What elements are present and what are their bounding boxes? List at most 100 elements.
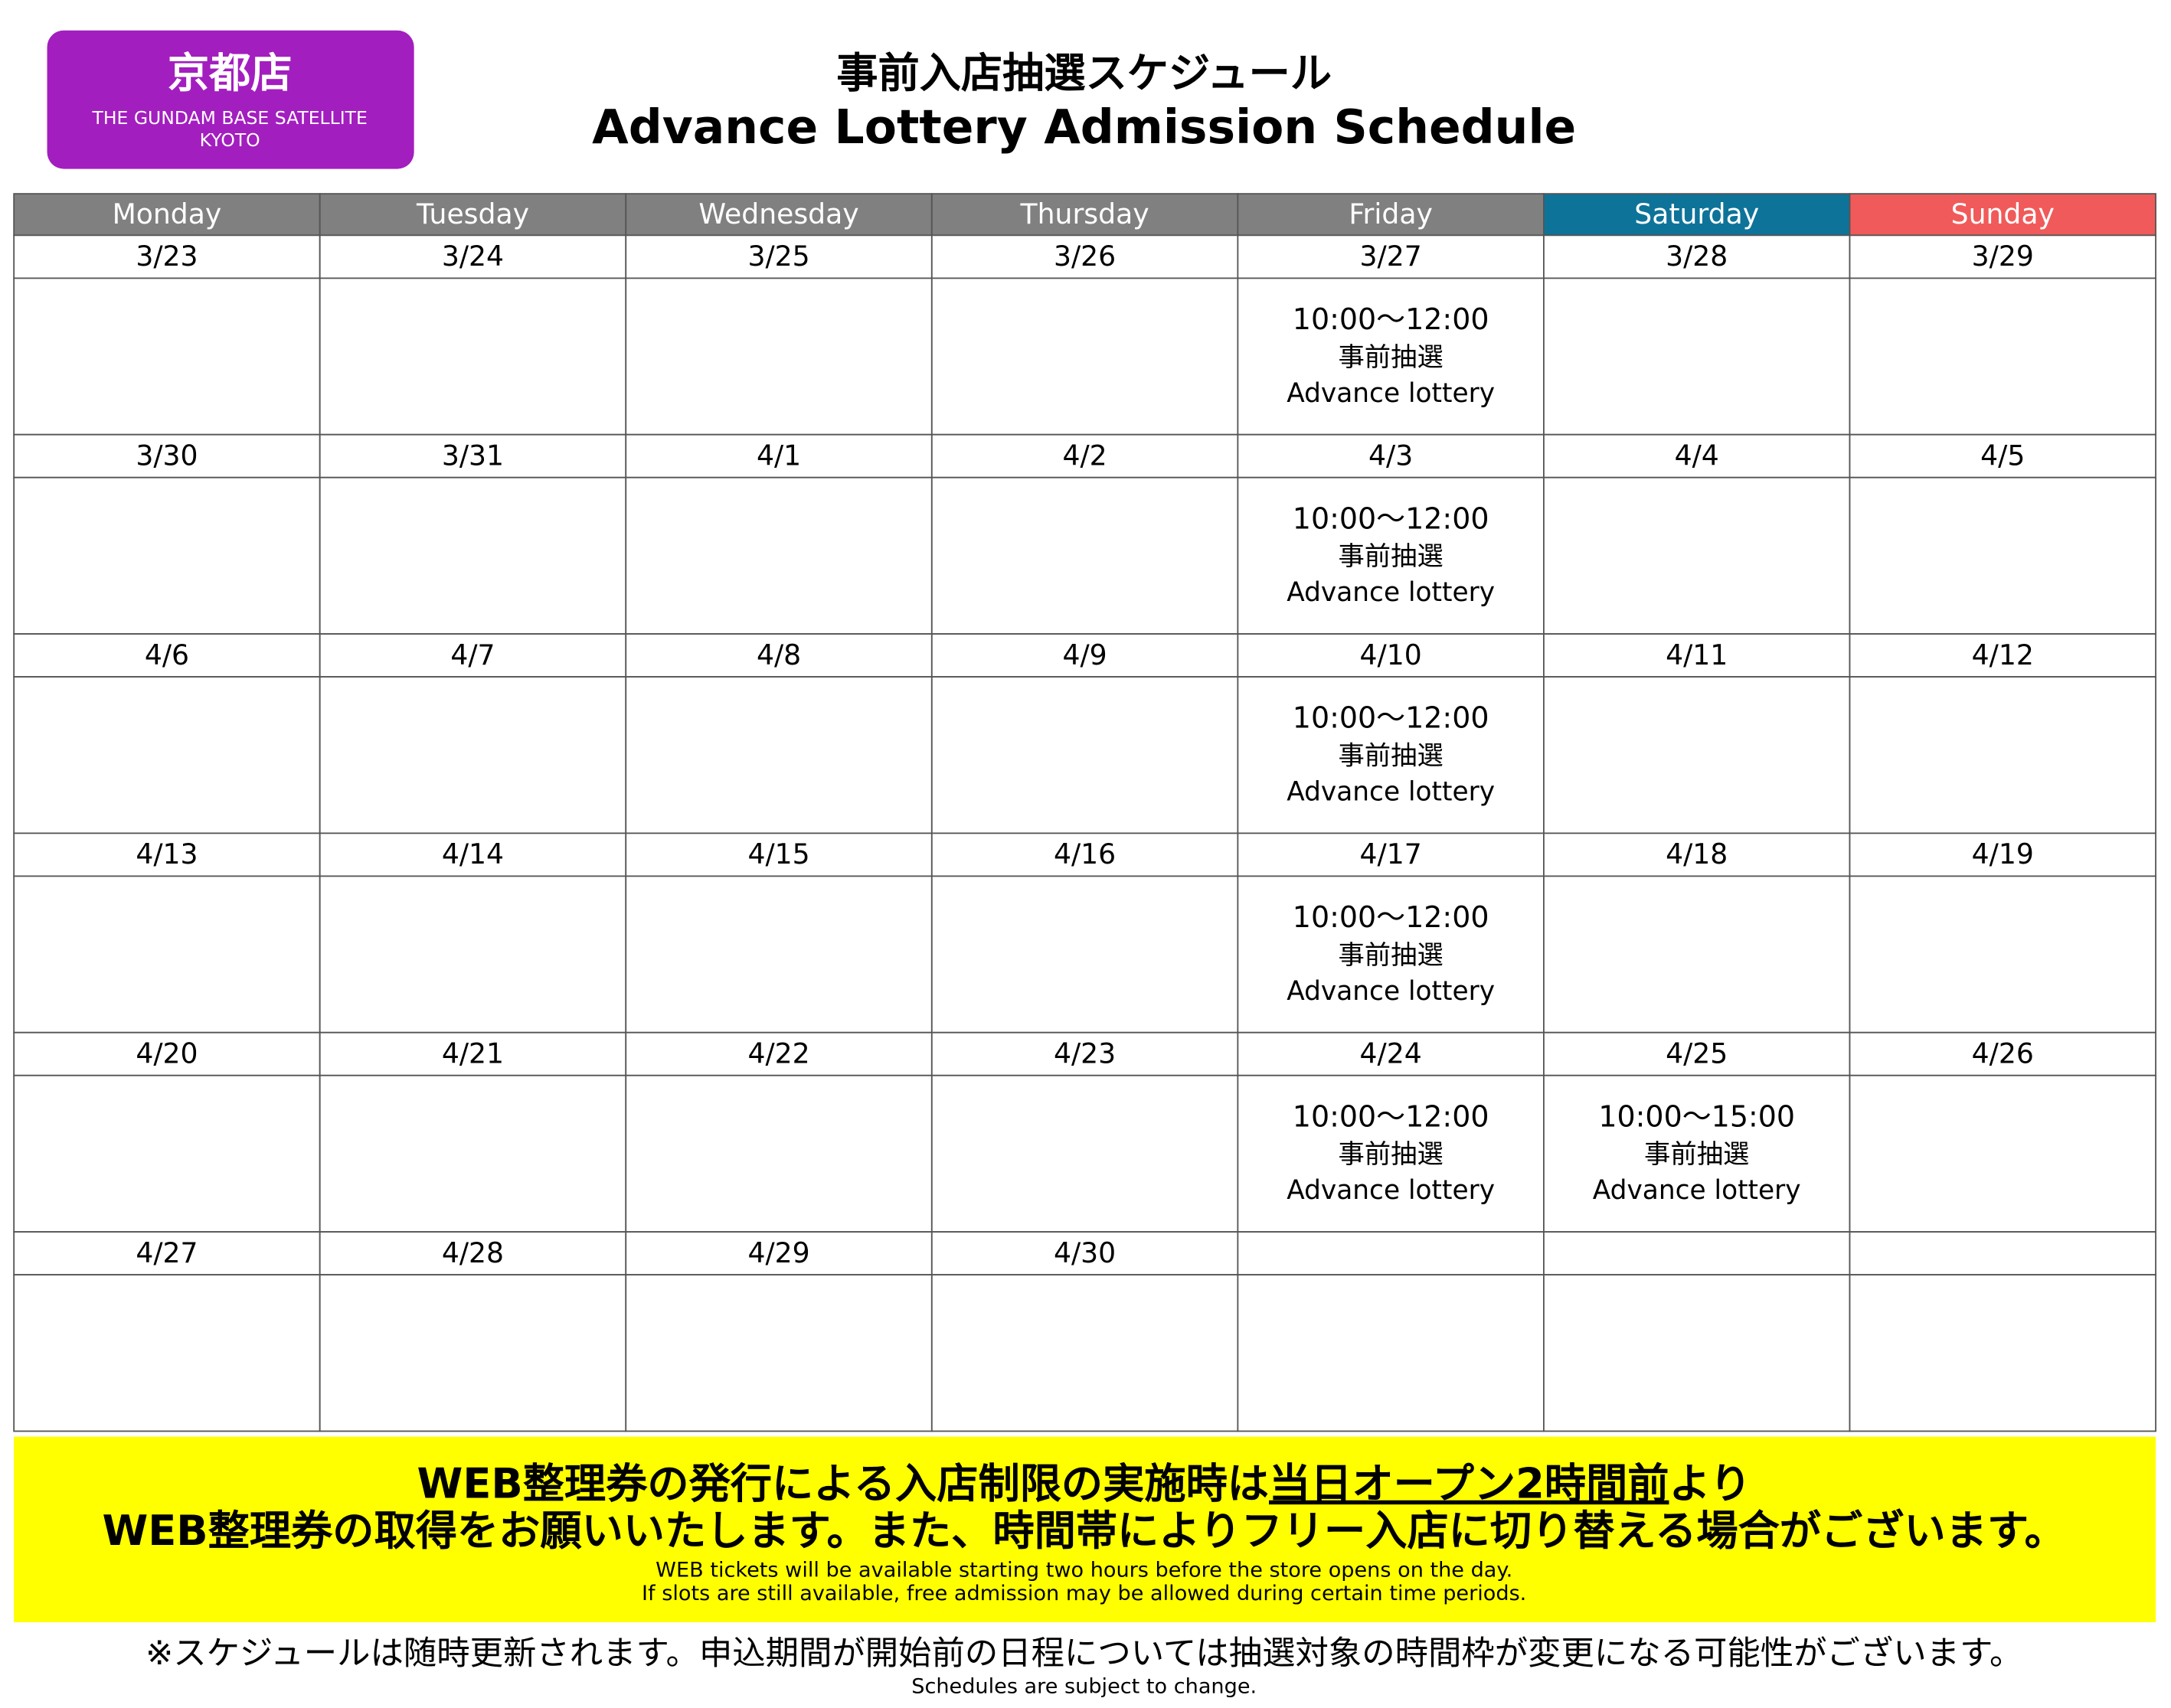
event-cell xyxy=(1543,1274,1851,1432)
badge-subtitle: THE GUNDAM BASE SATELLITE xyxy=(91,107,367,129)
date: 4/26 xyxy=(1972,1037,2034,1070)
event-cell xyxy=(930,1074,1239,1233)
event-cell xyxy=(625,277,933,436)
date: 3/24 xyxy=(442,240,504,273)
event-cell xyxy=(13,1274,321,1432)
event-cell xyxy=(1849,476,2156,635)
date: 4/14 xyxy=(442,838,504,870)
date: 3/25 xyxy=(747,240,809,273)
date: 4/15 xyxy=(747,838,809,870)
badge-subtitle: KYOTO xyxy=(200,129,260,151)
event-label-en: Advance lottery xyxy=(1287,776,1495,807)
date-cell xyxy=(1849,1031,2156,1076)
date: 4/10 xyxy=(1360,638,1422,671)
event-cell xyxy=(930,875,1239,1034)
event-cell xyxy=(319,277,627,436)
date-cell xyxy=(625,832,933,877)
date-cell xyxy=(13,832,321,877)
event-cell xyxy=(930,277,1239,436)
date-cell xyxy=(13,234,321,279)
calendar: Monday Tuesday Wednesday Thursday Friday Satu… xyxy=(13,193,2156,1432)
date: 4/6 xyxy=(145,638,189,671)
date: 4/1 xyxy=(757,439,801,472)
date-cell xyxy=(625,433,933,478)
event-cell xyxy=(1849,875,2156,1034)
date: 4/21 xyxy=(442,1037,504,1070)
date: 4/19 xyxy=(1972,838,2034,870)
date: 4/25 xyxy=(1666,1037,1728,1070)
day-name: Wednesday xyxy=(698,198,858,230)
date-cell xyxy=(13,433,321,478)
event-cell xyxy=(1237,1274,1545,1432)
date: 4/18 xyxy=(1666,838,1728,870)
event-label-en: Advance lottery xyxy=(1287,976,1495,1007)
event-cell xyxy=(13,875,321,1034)
event-time: 10:00～12:00 xyxy=(1293,302,1489,336)
notice-en: WEB tickets will be available starting t… xyxy=(656,1559,1512,1582)
date-cell xyxy=(1543,1231,1851,1276)
date-cell xyxy=(930,832,1239,877)
date-cell xyxy=(1849,1231,2156,1276)
event-label-ja: 事前抽選 xyxy=(1338,541,1443,572)
date-cell xyxy=(930,433,1239,478)
event-cell xyxy=(1237,676,1545,834)
event-cell xyxy=(319,875,627,1034)
event-time: 10:00～12:00 xyxy=(1293,701,1489,735)
date: 4/8 xyxy=(757,638,801,671)
badge-title: 京都店 xyxy=(168,49,293,97)
date: 4/20 xyxy=(136,1037,198,1070)
date-cell xyxy=(1237,433,1545,478)
event-label-ja: 事前抽選 xyxy=(1644,1139,1749,1170)
event-cell xyxy=(13,1074,321,1233)
event-cell xyxy=(930,676,1239,834)
date-cell xyxy=(319,832,627,877)
event-cell xyxy=(319,1074,627,1233)
event-label-ja: 事前抽選 xyxy=(1338,342,1443,373)
date-cell xyxy=(625,234,933,279)
date: 4/23 xyxy=(1054,1037,1116,1070)
day-name: Friday xyxy=(1349,198,1433,230)
date: 4/3 xyxy=(1368,439,1413,472)
event-label-en: Advance lottery xyxy=(1287,1175,1495,1206)
date-cell xyxy=(319,633,627,678)
event-cell xyxy=(1543,476,1851,635)
date-cell xyxy=(930,633,1239,678)
day-name: Saturday xyxy=(1634,198,1759,230)
notice-line: WEB整理券の発行による入店制限の実施時は当日オープン2時間前より xyxy=(417,1459,1751,1507)
date-cell xyxy=(1543,433,1851,478)
date: 3/27 xyxy=(1360,240,1422,273)
date: 4/22 xyxy=(747,1037,809,1070)
date: 4/27 xyxy=(136,1236,198,1269)
date: 4/13 xyxy=(136,838,198,870)
event-time: 10:00～12:00 xyxy=(1293,900,1489,934)
title-en: Advance Lottery Admission Schedule xyxy=(592,100,1576,155)
day-header xyxy=(13,193,321,237)
date: 4/12 xyxy=(1972,638,2034,671)
date-cell xyxy=(1543,1031,1851,1076)
footer-note-en: Schedules are subject to change. xyxy=(911,1674,1257,1698)
date-cell xyxy=(625,633,933,678)
event-cell xyxy=(13,676,321,834)
event-label-ja: 事前抽選 xyxy=(1338,740,1443,771)
event-cell xyxy=(625,875,933,1034)
notice-text-underlined: 当日オープン2時間前 xyxy=(1269,1459,1669,1507)
date: 3/31 xyxy=(442,439,504,472)
event-time: 10:00～15:00 xyxy=(1598,1099,1795,1133)
event-cell xyxy=(319,676,627,834)
notice-text: より xyxy=(1669,1459,1751,1507)
event-cell xyxy=(930,1274,1239,1432)
event-cell xyxy=(1849,1274,2156,1432)
event-cell xyxy=(1543,277,1851,436)
day-name: Thursday xyxy=(1020,198,1149,230)
date: 4/29 xyxy=(747,1236,809,1269)
event-cell xyxy=(13,277,321,436)
date: 4/7 xyxy=(450,638,495,671)
date-cell xyxy=(1849,433,2156,478)
date-cell xyxy=(930,1231,1239,1276)
date-cell xyxy=(319,433,627,478)
date: 3/30 xyxy=(136,439,198,472)
date: 4/16 xyxy=(1054,838,1116,870)
event-cell xyxy=(625,676,933,834)
event-label-ja: 事前抽選 xyxy=(1338,940,1443,971)
